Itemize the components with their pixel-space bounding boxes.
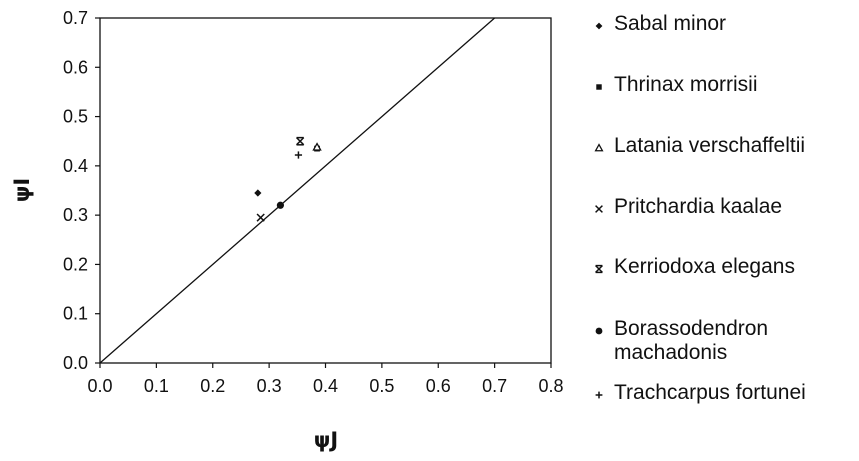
x-tick-label: 0.7	[482, 376, 507, 396]
x-tick-label: 0.1	[144, 376, 169, 396]
x-tick-label: 0.3	[257, 376, 282, 396]
y-tick-label: 0.4	[63, 156, 88, 176]
legend-marker-glyph	[596, 84, 602, 90]
y-tick-label: 0.5	[63, 107, 88, 127]
y-tick-label: 0.2	[63, 254, 88, 274]
y-axis-title: ψI	[10, 178, 34, 203]
legend-label: Kerriodoxa elegans	[614, 255, 795, 278]
x-tick-label: 0.2	[200, 376, 225, 396]
plot-area-frame	[99, 17, 552, 364]
data-point-plus	[294, 151, 303, 159]
legend-marker-glyph	[595, 327, 603, 335]
y-tick-label: 0.3	[63, 205, 88, 225]
legend-label: Thrinax morrisii	[614, 73, 758, 96]
legend-marker-diamond	[595, 22, 603, 30]
legend-item: Thrinax morrisii	[592, 73, 758, 97]
legend-label: Latania verschaffeltii	[614, 134, 806, 157]
legend-marker-triangle	[594, 143, 604, 152]
legend-item: Latania verschaffeltii	[592, 134, 805, 158]
legend-label: Sabal minor	[614, 12, 727, 35]
y-tick-label: 0.6	[63, 57, 88, 77]
legend-label: Borassodendron machadonis	[614, 317, 769, 364]
y-tick-label: 0.7	[63, 8, 88, 28]
y-tick-label: 0.1	[63, 304, 88, 324]
legend-item: Trachcarpus fortunei	[592, 381, 806, 405]
legend-marker-plus	[595, 391, 603, 399]
x-tick-label: 0.6	[426, 376, 451, 396]
legend-marker-circle	[595, 327, 603, 335]
legend-item: Pritchardia kaalae	[592, 195, 782, 219]
legend-marker-glyph	[594, 143, 604, 152]
y-tick-label: 0.0	[63, 353, 88, 373]
x-tick-label: 0.4	[313, 376, 338, 396]
legend-item: Kerriodoxa elegans	[592, 255, 795, 279]
x-axis-ticks: 0.0 0.1 0.2 0.3 0.4 0.5 0.6 0.7 0.8	[87, 363, 564, 396]
data-point-triangle	[312, 142, 322, 151]
data-point-diamond	[254, 189, 262, 197]
data-point-circle	[276, 201, 284, 209]
data-point-asterisk	[296, 136, 305, 146]
x-tick-label: 0.5	[369, 376, 394, 396]
legend-item: Sabal minor	[592, 12, 726, 36]
legend-marker-glyph	[595, 391, 603, 399]
legend-item: Borassodendron machadonis	[592, 317, 814, 365]
legend-marker-glyph	[595, 205, 603, 213]
legend-marker-glyph	[595, 264, 603, 274]
legend-marker-x	[595, 205, 603, 213]
x-axis-title: ψJ	[314, 428, 339, 452]
legend-label: Trachcarpus fortunei	[614, 381, 806, 404]
legend-label: Pritchardia kaalae	[614, 195, 783, 218]
reference-line	[99, 17, 496, 364]
legend-marker-asterisk	[595, 264, 603, 274]
data-point-x	[256, 213, 265, 222]
x-tick-label: 0.8	[538, 376, 563, 396]
data-points	[254, 136, 322, 222]
y-axis-ticks: 0.0 0.1 0.2 0.3 0.4 0.5 0.6 0.7	[63, 8, 100, 373]
x-tick-label: 0.0	[87, 376, 112, 396]
legend-marker-square	[596, 84, 602, 90]
legend-marker-glyph	[595, 22, 603, 30]
